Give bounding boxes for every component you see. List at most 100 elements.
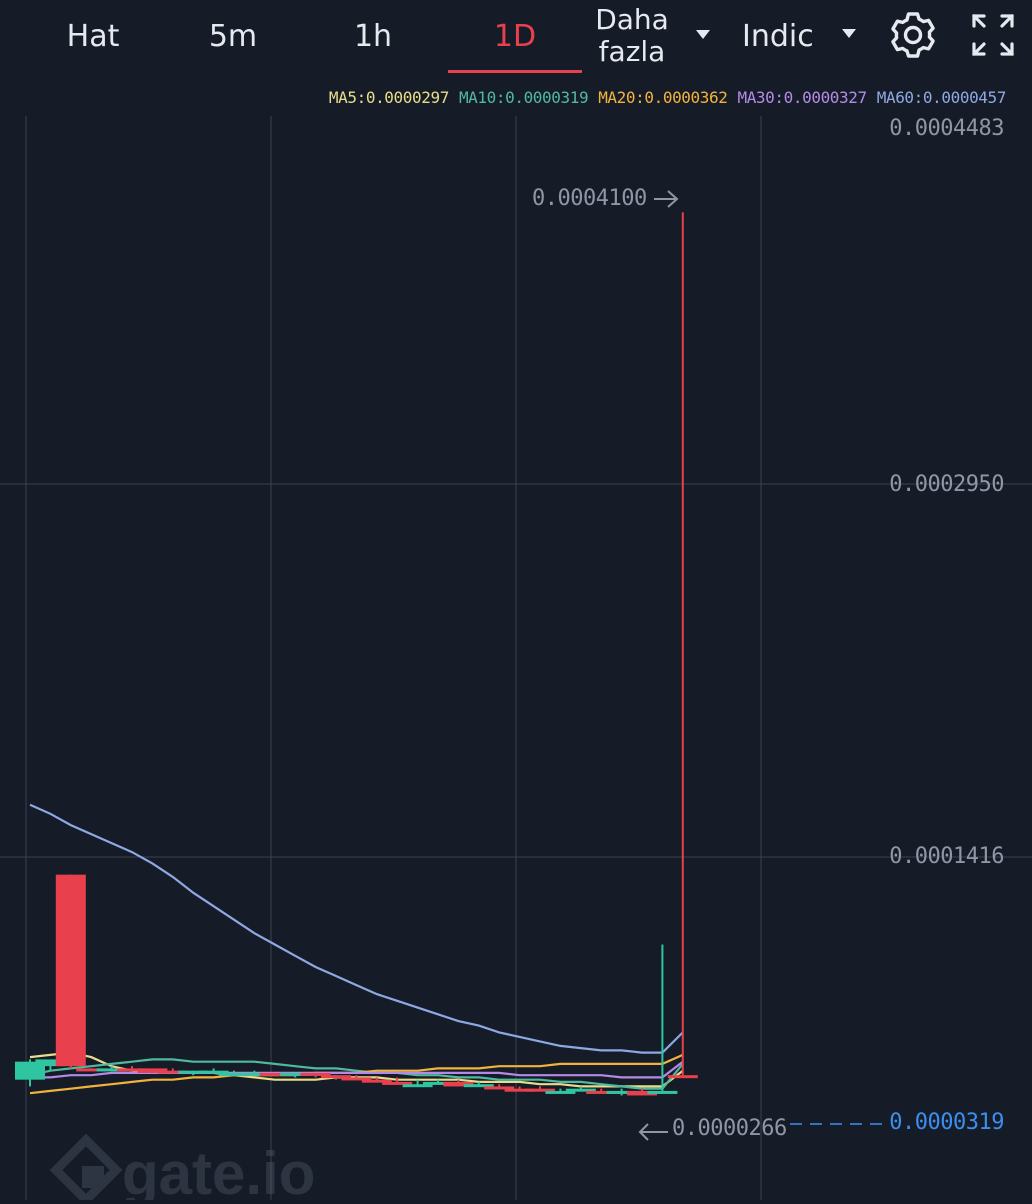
max-price-arrow-icon	[654, 190, 679, 208]
candle	[525, 1086, 555, 1092]
candle-body	[341, 1077, 372, 1081]
candle-body	[259, 1072, 290, 1076]
tab-line[interactable]: Hat	[66, 18, 120, 54]
current-price-label: 0.0000319	[889, 1110, 1004, 1135]
candle	[667, 212, 698, 1079]
ma10-value: MA10:0.0000319	[458, 88, 589, 107]
candle-body	[382, 1081, 413, 1085]
more-timeframes-dropdown[interactable]: Daha fazla	[588, 2, 718, 72]
max-price-label: 0.0004100	[532, 186, 647, 211]
candle	[219, 1070, 249, 1076]
min-price-label: 0.0000266	[672, 1116, 787, 1141]
candle	[627, 1088, 657, 1096]
candle	[55, 874, 86, 1069]
candle-body	[423, 1081, 453, 1085]
candle-body	[565, 1088, 596, 1092]
timeframe-toolbar: Hat 5m 1h 1D Daha fazla Indic	[0, 0, 1032, 84]
candle	[484, 1084, 515, 1090]
candle	[341, 1075, 372, 1081]
candle	[545, 1088, 576, 1094]
watermark-text: gate.io	[122, 1140, 315, 1200]
candle	[463, 1081, 494, 1088]
moving-average-legend: MA5:0.0000297 MA10:0.0000319 MA20:0.0000…	[329, 88, 1006, 110]
moving-average-lines	[29, 803, 684, 1095]
candle	[361, 1077, 392, 1083]
gear-icon	[891, 12, 935, 58]
price-axis-tick: 0.0002950	[889, 472, 1004, 497]
candle	[157, 1068, 188, 1074]
candle-body	[504, 1088, 535, 1092]
ma20-value: MA20:0.0000362	[598, 88, 728, 107]
candle	[402, 1079, 433, 1088]
more-timeframes-label: Daha fazla	[595, 3, 669, 68]
candle	[239, 1070, 270, 1076]
candle-body	[137, 1068, 168, 1073]
candles	[15, 212, 698, 1096]
candle-body	[117, 1068, 147, 1072]
ma-line-ma10	[29, 1058, 684, 1090]
fullscreen-button[interactable]	[968, 10, 1018, 60]
candle-body	[667, 1075, 698, 1079]
indicators-dropdown[interactable]: Indic	[742, 0, 862, 72]
price-axis-tick: 0.0001416	[889, 844, 1004, 869]
fullscreen-icon	[972, 14, 1014, 56]
candle-body	[361, 1079, 392, 1083]
candle-body	[321, 1075, 351, 1079]
candle-body	[484, 1086, 515, 1090]
candle-body	[627, 1090, 657, 1096]
candle-body	[76, 1068, 107, 1072]
candle-body	[402, 1084, 433, 1088]
ma5-value: MA5:0.0000297	[328, 88, 449, 107]
ma30-value: MA30:0.0000327	[737, 88, 867, 107]
tab-1h[interactable]: 1h	[353, 18, 393, 54]
indicators-label: Indic	[742, 18, 814, 54]
chevron-down-icon	[696, 30, 710, 39]
tab-5m[interactable]: 5m	[208, 18, 258, 54]
candle	[300, 1072, 331, 1078]
candle-body	[55, 874, 86, 1067]
candle-body	[647, 1090, 678, 1094]
candle-body	[606, 1090, 637, 1094]
candle-body	[443, 1081, 474, 1087]
candle-body	[586, 1090, 617, 1094]
candle	[178, 1070, 209, 1076]
candle-body	[280, 1072, 311, 1076]
candle-body	[198, 1070, 229, 1074]
chevron-down-icon	[842, 29, 856, 38]
candle	[504, 1086, 535, 1092]
candle-body	[300, 1072, 331, 1076]
candlestick-chart[interactable]: gate.io 0.0004483 0.0002950 0.0001416 0.…	[0, 116, 1032, 1204]
ma-line-ma60	[29, 803, 684, 1054]
candle	[259, 1072, 290, 1076]
tab-1d[interactable]: 1D	[493, 18, 537, 54]
gate-logo-watermark: gate.io	[49, 1133, 315, 1204]
candle	[586, 1088, 617, 1094]
candle	[137, 1068, 168, 1073]
chart-canvas[interactable]: gate.io	[0, 116, 1032, 1204]
candle-body	[463, 1084, 494, 1088]
ma60-value: MA60:0.0000457	[876, 88, 1007, 107]
price-axis-tick: 0.0004483	[889, 116, 1004, 141]
candle	[76, 1068, 107, 1072]
candle	[117, 1066, 147, 1072]
candle	[443, 1079, 474, 1087]
candle-body	[178, 1070, 209, 1074]
candle	[96, 1066, 127, 1072]
candle	[647, 944, 678, 1094]
candle	[280, 1072, 311, 1078]
candle	[35, 1059, 66, 1071]
candle-body	[525, 1088, 555, 1092]
candle-body	[545, 1090, 576, 1094]
candle	[565, 1086, 596, 1092]
candle	[321, 1075, 351, 1080]
candle	[382, 1077, 413, 1085]
candle	[198, 1068, 229, 1074]
candle-body	[35, 1059, 66, 1067]
candle-body	[239, 1072, 270, 1076]
candle-body	[157, 1070, 188, 1074]
settings-button[interactable]	[886, 8, 940, 62]
candle	[606, 1088, 637, 1096]
candle-body	[219, 1072, 249, 1076]
min-price-arrow-icon	[638, 1123, 668, 1141]
candle-body	[96, 1068, 127, 1072]
